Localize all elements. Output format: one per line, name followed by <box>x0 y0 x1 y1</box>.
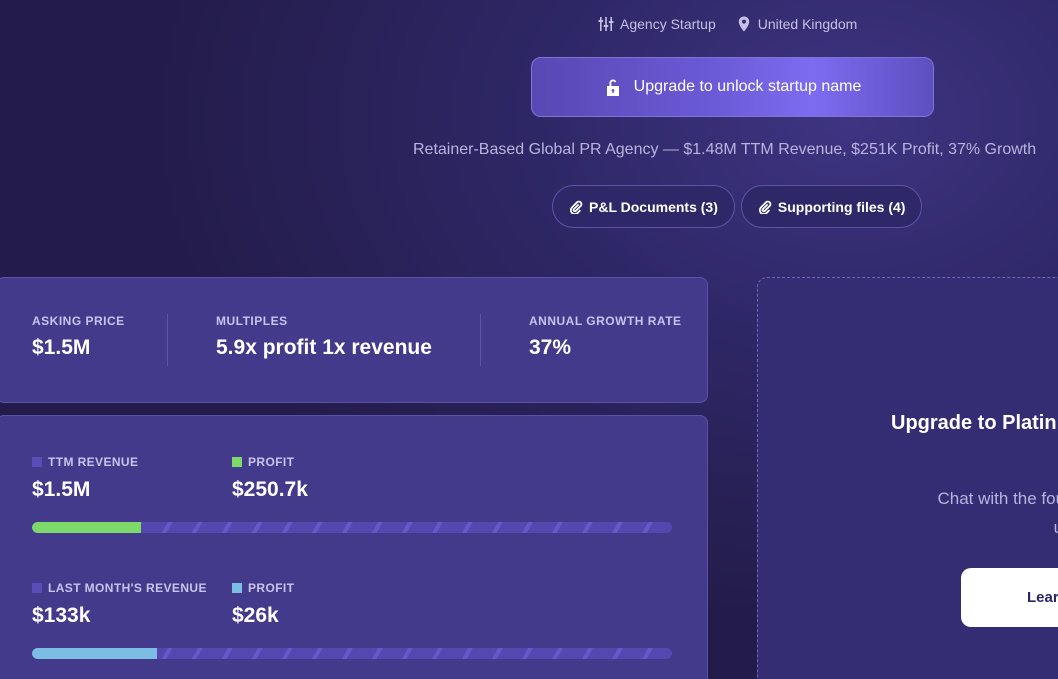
supporting-files-chip[interactable]: Supporting files (4) <box>740 185 923 228</box>
learn-more-button[interactable]: Lear <box>961 568 1058 627</box>
month-profit-block: PROFIT $26k <box>232 581 294 628</box>
month-profit-label-row: PROFIT <box>232 581 294 595</box>
growth-rate-stat: ANNUAL GROWTH RATE 37% <box>529 314 682 360</box>
paperclip-icon <box>569 200 583 214</box>
upgrade-platinum-panel: Upgrade to Platin Chat with the foun una… <box>757 277 1058 679</box>
stat-label: MULTIPLES <box>216 314 288 328</box>
sliders-icon <box>598 17 614 31</box>
revenue-legend-square <box>32 457 42 467</box>
listing-meta: Agency Startup United Kingdom <box>598 16 857 32</box>
ttm-profit-block: PROFIT $250.7k <box>232 455 308 502</box>
listing-tagline: Retainer-Based Global PR Agency — $1.48M… <box>413 141 1037 158</box>
ttm-revenue-block: TTM REVENUE $1.5M <box>32 455 138 502</box>
upgrade-desc-line: Chat with the foun <box>937 489 1058 508</box>
revenue-legend-square <box>32 583 42 593</box>
ttm-revenue-label: TTM REVENUE <box>48 455 139 469</box>
location-label: United Kingdom <box>757 16 858 32</box>
ttm-profit-label-row: PROFIT <box>232 455 308 469</box>
revenue-card: TTM REVENUE $1.5M PROFIT $250.7k LAST MO… <box>0 415 708 679</box>
multiples-stat: MULTIPLES 5.9x profit 1x revenue <box>216 314 432 360</box>
paperclip-icon <box>758 200 772 214</box>
month-profit-bar-fill <box>32 648 157 659</box>
category-label: Agency Startup <box>620 16 716 32</box>
unlock-icon <box>606 79 619 96</box>
stat-label: ASKING PRICE <box>32 314 125 328</box>
pl-documents-chip[interactable]: P&L Documents (3) <box>552 185 735 228</box>
divider <box>480 314 481 366</box>
upgrade-description: Chat with the foun unava <box>906 484 1058 542</box>
upgrade-desc-line: unava <box>906 513 1058 542</box>
month-revenue-label-row: LAST MONTH'S REVENUE <box>32 581 207 595</box>
location-meta: United Kingdom <box>736 16 858 32</box>
map-pin-icon <box>738 16 749 32</box>
profit-legend-square <box>232 583 242 593</box>
stat-value: 5.9x profit 1x revenue <box>216 336 432 359</box>
stats-card: ASKING PRICE $1.5M MULTIPLES 5.9x profit… <box>0 277 708 403</box>
asking-price-stat: ASKING PRICE $1.5M <box>32 314 125 360</box>
ttm-profit-label: PROFIT <box>248 455 295 469</box>
ttm-revenue-value: $1.5M <box>32 478 91 501</box>
month-profit-bar <box>32 648 672 659</box>
month-revenue-block: LAST MONTH'S REVENUE $133k <box>32 581 207 628</box>
month-revenue-label: LAST MONTH'S REVENUE <box>48 581 207 595</box>
chip-label: P&L Documents (3) <box>589 198 718 215</box>
stat-value: $1.5M <box>32 336 91 359</box>
month-profit-label: PROFIT <box>248 581 295 595</box>
category-meta: Agency Startup <box>598 16 716 32</box>
divider <box>167 314 168 366</box>
document-chips: P&L Documents (3) Supporting files (4) <box>552 185 923 228</box>
ttm-profit-value: $250.7k <box>232 478 308 501</box>
ttm-profit-bar <box>32 522 672 533</box>
month-profit-value: $26k <box>232 604 279 627</box>
ttm-profit-bar-fill <box>32 522 141 533</box>
upgrade-title: Upgrade to Platin <box>891 412 1057 434</box>
ttm-revenue-label-row: TTM REVENUE <box>32 455 138 469</box>
month-revenue-value: $133k <box>32 604 91 627</box>
profit-legend-square <box>232 457 242 467</box>
stat-label: ANNUAL GROWTH RATE <box>529 314 682 328</box>
stat-value: 37% <box>529 336 572 359</box>
upgrade-unlock-button[interactable]: Upgrade to unlock startup name <box>531 57 934 117</box>
unlock-label: Upgrade to unlock startup name <box>633 78 862 95</box>
chip-label: Supporting files (4) <box>777 198 906 215</box>
